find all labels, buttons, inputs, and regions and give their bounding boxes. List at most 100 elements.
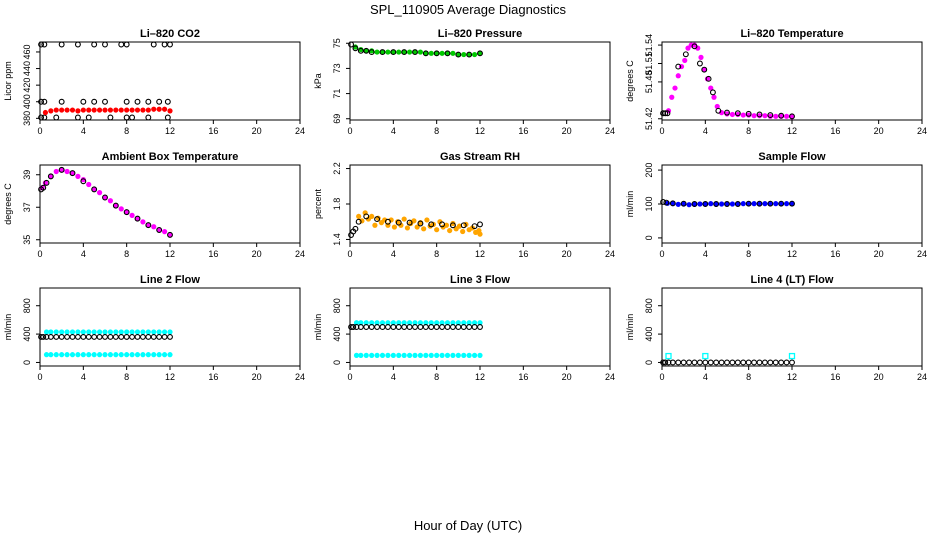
data-point [379, 320, 386, 326]
data-point [751, 113, 757, 119]
data-point [390, 49, 397, 56]
x-tick-label: 4 [81, 372, 86, 382]
x-tick-label: 20 [562, 126, 572, 136]
data-point [385, 352, 391, 358]
y-axis-label: ml/min [3, 314, 13, 341]
data-point [718, 201, 725, 207]
data-point [369, 320, 375, 326]
data-point [663, 199, 670, 206]
data-point [40, 333, 47, 340]
data-point [423, 320, 429, 326]
y-tick-label: 1.4 [332, 233, 342, 246]
x-tick-label: 0 [347, 372, 352, 382]
data-point [145, 107, 151, 113]
data-point [675, 359, 682, 366]
data-point [735, 201, 741, 207]
data-point [41, 114, 48, 121]
data-point [43, 352, 50, 358]
data-point [714, 103, 720, 110]
data-point [662, 110, 669, 117]
data-point [359, 218, 365, 224]
y-axis-label: kPa [313, 73, 323, 89]
data-point [682, 51, 689, 58]
x-tick-label: 0 [347, 249, 352, 259]
panel-title: Li–820 Temperature [740, 28, 843, 40]
data-point [450, 320, 456, 326]
data-point [460, 222, 467, 229]
data-point [412, 49, 418, 55]
y-tick-label: 39 [22, 170, 32, 180]
panel-3: Li–820 Temperature degrees C 0 4 8 12 16 20 24 51… [625, 28, 927, 136]
data-point [385, 49, 391, 55]
data-point [751, 359, 758, 366]
data-point [161, 329, 168, 335]
data-point [428, 50, 434, 56]
x-tick-label: 24 [295, 372, 305, 382]
data-point [778, 112, 785, 119]
data-point [374, 216, 381, 223]
y-tick-label: 400 [332, 327, 342, 342]
data-point [374, 49, 380, 55]
data-point [711, 94, 717, 100]
data-point [665, 352, 672, 360]
data-point [778, 200, 785, 207]
y-tick-label: 69 [332, 114, 342, 124]
data-point [38, 98, 45, 105]
x-tick-label: 12 [787, 372, 797, 382]
y-tick-label: 1.8 [332, 198, 342, 211]
data-point [145, 98, 152, 105]
data-point [91, 107, 97, 113]
data-point [140, 352, 146, 358]
data-point [444, 324, 451, 330]
x-tick-label: 12 [475, 126, 485, 136]
panel-title: Li–820 Pressure [438, 28, 522, 40]
data-point [161, 229, 168, 235]
x-tick-label: 4 [81, 249, 86, 259]
data-point [40, 184, 47, 191]
data-point [59, 107, 65, 113]
data-point [379, 49, 386, 55]
data-point [69, 170, 76, 177]
data-point [129, 212, 135, 218]
data-point [363, 352, 369, 358]
data-point [422, 50, 429, 57]
data-point [357, 47, 364, 54]
data-point [129, 107, 135, 113]
data-point [466, 324, 473, 330]
data-point [86, 352, 92, 358]
data-point [466, 51, 472, 58]
data-point [107, 352, 114, 358]
data-point [118, 107, 124, 113]
data-point [698, 54, 704, 60]
data-point [707, 359, 714, 366]
data-point [778, 201, 784, 207]
data-point [145, 222, 151, 228]
data-point [140, 107, 146, 113]
data-point [53, 107, 59, 113]
data-point [38, 333, 45, 340]
data-point [433, 50, 440, 57]
data-point [406, 324, 413, 330]
data-point [96, 190, 103, 196]
data-point [43, 329, 50, 335]
data-point [697, 201, 703, 207]
data-point [134, 98, 141, 105]
data-point [167, 232, 173, 238]
data-point [48, 173, 54, 179]
x-tick-label: 8 [124, 249, 129, 259]
data-point [86, 181, 92, 188]
x-tick-label: 4 [81, 126, 86, 136]
data-point [38, 41, 45, 48]
data-point [783, 359, 790, 366]
y-tick-label: 51.42 [644, 108, 654, 131]
data-point [401, 352, 407, 358]
data-point [91, 98, 98, 105]
data-point [350, 324, 357, 330]
x-tick-label: 20 [874, 372, 884, 382]
y-tick-label: 0 [22, 360, 32, 365]
data-point [156, 333, 163, 340]
x-tick-label: 24 [295, 126, 305, 136]
data-point [64, 168, 70, 175]
y-tick-label: 35 [22, 235, 32, 245]
